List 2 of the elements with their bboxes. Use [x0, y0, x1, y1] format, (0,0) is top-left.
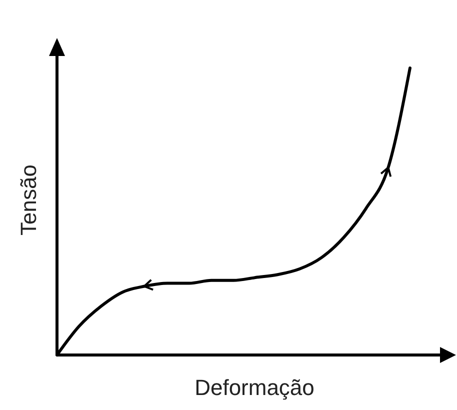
- x-axis-title: Deformação: [194, 375, 314, 400]
- y-axis-title: Tensão: [16, 164, 41, 236]
